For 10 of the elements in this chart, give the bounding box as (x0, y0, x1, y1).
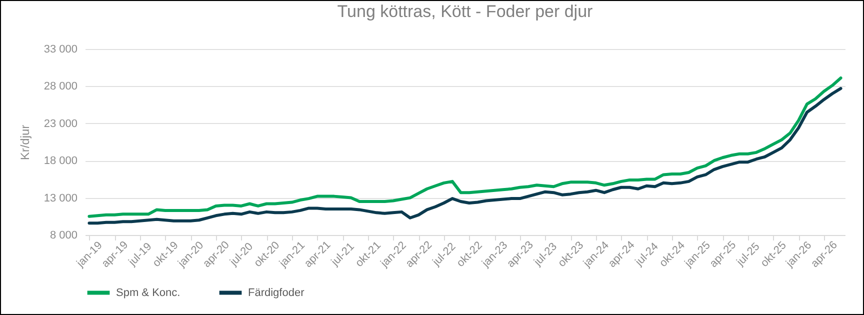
y-tick-label: 8 000 (50, 230, 78, 242)
y-tick-label: 33 000 (44, 44, 78, 56)
legend-label: Spm & Konc. (116, 286, 180, 299)
y-tick-label: 13 000 (44, 192, 78, 204)
y-axis-title: Kr/djur (18, 124, 32, 160)
y-tick-label: 18 000 (44, 155, 78, 168)
chart-title: Tung köttras, Kött - Foder per djur (337, 2, 594, 21)
y-tick-label: 28 000 (44, 80, 78, 93)
y-tick-label: 23 000 (44, 118, 78, 130)
legend-label: Färdigfoder (248, 286, 305, 299)
